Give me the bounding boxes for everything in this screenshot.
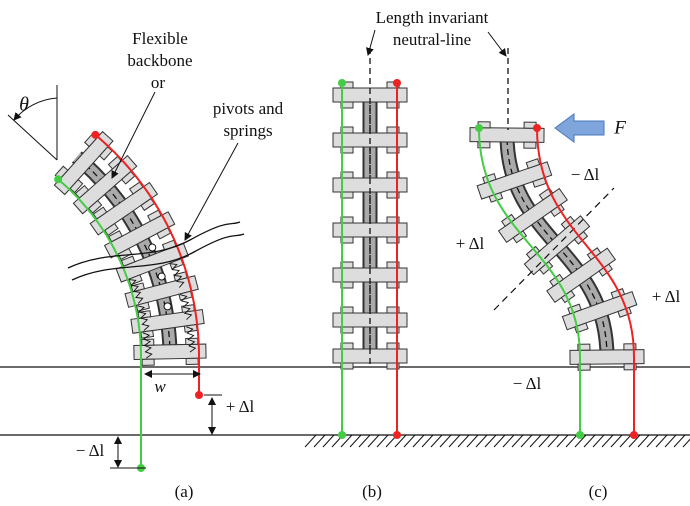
pivot-label: pivots and — [213, 99, 284, 118]
hatch-stroke — [458, 435, 469, 447]
theta-label: θ — [19, 94, 29, 116]
hatch-stroke — [314, 435, 325, 447]
backbone-label: or — [151, 73, 166, 92]
delta-label: − Δl — [571, 165, 600, 184]
cable-end — [393, 431, 401, 439]
cable-end — [338, 79, 346, 87]
hatch-stroke — [620, 435, 631, 447]
cable-end — [338, 431, 346, 439]
hatch-stroke — [503, 435, 514, 447]
leader — [185, 143, 238, 240]
hatch-stroke — [494, 435, 505, 447]
cable-end — [475, 124, 483, 132]
hatch-stroke — [404, 435, 415, 447]
pad — [524, 142, 536, 148]
leader — [488, 32, 506, 56]
caption: (a) — [175, 482, 194, 501]
diagram: θ Flexible backbone or pivots and springs w + Δ… — [0, 0, 690, 506]
hatch-stroke — [665, 435, 676, 447]
hatch-stroke — [656, 435, 667, 447]
hatch-stroke — [377, 435, 388, 447]
force-arrow — [555, 114, 604, 142]
hatch-stroke — [584, 435, 595, 447]
hatch-stroke — [530, 435, 541, 447]
hatch-stroke — [368, 435, 379, 447]
pivot-label: springs — [223, 121, 272, 140]
angle-ref — [8, 115, 57, 160]
cable-end — [393, 79, 401, 87]
hatch-stroke — [611, 435, 622, 447]
pad — [186, 358, 198, 364]
delta-label: + Δl — [456, 234, 485, 253]
drawing — [0, 30, 690, 472]
plate — [134, 344, 206, 359]
hatch-stroke — [440, 435, 451, 447]
hatch-stroke — [557, 435, 568, 447]
hatch-stroke — [323, 435, 334, 447]
pad — [142, 339, 154, 345]
hatch-stroke — [422, 435, 433, 447]
delta-label: + Δl — [226, 397, 255, 416]
backbone-label: Flexible — [132, 29, 188, 48]
pivot — [164, 303, 171, 310]
hatch-stroke — [305, 435, 316, 447]
caption: (c) — [589, 482, 608, 501]
hatch-stroke — [638, 435, 649, 447]
cable-end — [91, 131, 99, 139]
hatch-stroke — [449, 435, 460, 447]
width-label: w — [154, 377, 166, 396]
hatch-stroke — [350, 435, 361, 447]
leader — [368, 30, 375, 55]
hatch-stroke — [431, 435, 442, 447]
hatch-stroke — [647, 435, 658, 447]
cable-end — [195, 391, 203, 399]
pad — [142, 359, 154, 365]
hatch-stroke — [485, 435, 496, 447]
force-label: F — [613, 117, 626, 138]
cable-end — [630, 431, 638, 439]
hatch-stroke — [359, 435, 370, 447]
hatch-stroke — [683, 435, 690, 447]
pivot — [149, 244, 156, 251]
hatch-stroke — [548, 435, 559, 447]
hatch-stroke — [413, 435, 424, 447]
hatch-stroke — [566, 435, 577, 447]
hatch-stroke — [521, 435, 532, 447]
delta-label: + Δl — [652, 287, 681, 306]
caption: (b) — [362, 482, 382, 501]
delta-label: − Δl — [76, 441, 105, 460]
hatch-stroke — [674, 435, 685, 447]
hatch-stroke — [512, 435, 523, 447]
hatch-stroke — [476, 435, 487, 447]
hatch-stroke — [467, 435, 478, 447]
backbone-label: backbone — [127, 51, 192, 70]
cable-end — [54, 175, 62, 183]
hatch-stroke — [602, 435, 613, 447]
hatch-stroke — [539, 435, 550, 447]
neutral-line-label: neutral-line — [393, 30, 471, 49]
cable-end — [533, 124, 541, 132]
pivot — [158, 273, 165, 280]
cable-end — [576, 431, 584, 439]
hatch-stroke — [593, 435, 604, 447]
neutral-line-label: Length invariant — [376, 8, 489, 27]
delta-label: − Δl — [513, 374, 542, 393]
